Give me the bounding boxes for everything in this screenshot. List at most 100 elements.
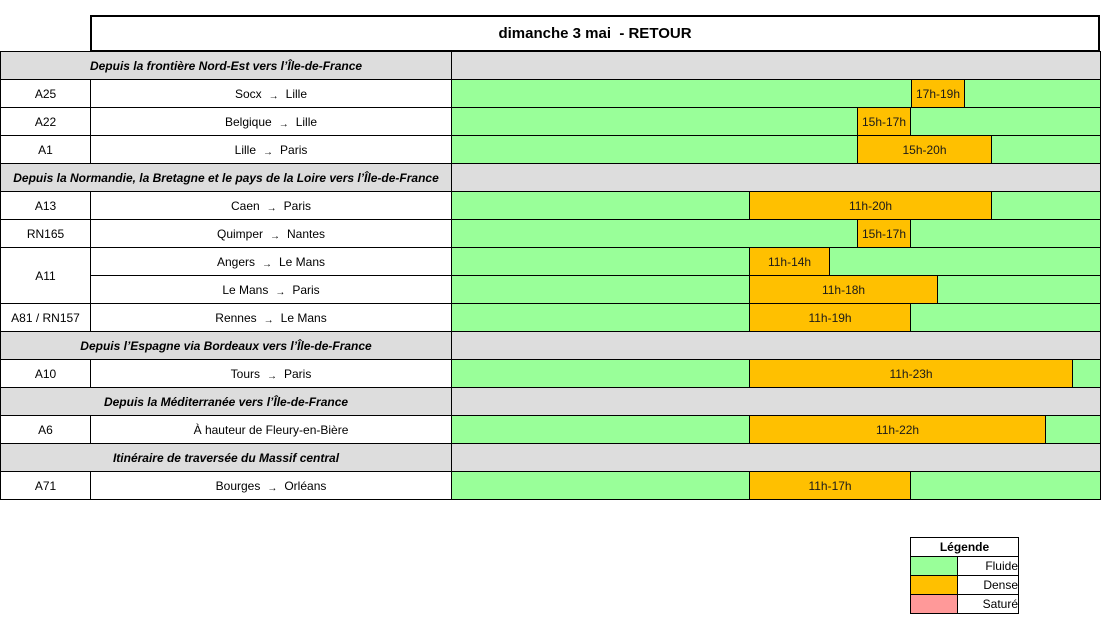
route-row: Le Mans → Paris 11h-18h — [1, 275, 1102, 304]
dense-bar: 15h-17h — [857, 108, 912, 135]
section-header: Depuis la Normandie, la Bretagne et le p… — [0, 163, 453, 192]
route-to: Paris — [283, 198, 312, 213]
route-to: Le Mans — [280, 310, 327, 325]
fluid-track: 15h-17h — [452, 220, 1100, 247]
route-row: A6 À hauteur de Fleury-en-Bière 11h-22h — [0, 415, 1102, 444]
legend: Légende Fluide Dense Saturé — [910, 537, 1019, 614]
fluid-track: 11h-18h — [452, 276, 1100, 303]
route-to: Orléans — [284, 478, 327, 493]
road-cell: A25 — [0, 79, 91, 108]
legend-label-fluide: Fluide — [957, 556, 1019, 576]
section-header: Itinéraire de traversée du Massif centra… — [0, 443, 453, 472]
section-row: Depuis la Méditerranée vers l’Île-de-Fra… — [0, 387, 1102, 416]
timeline-cell: 11h-23h — [451, 359, 1102, 388]
route-cell: Rennes → Le Mans — [89, 303, 453, 332]
route-cell: Angers → Le Mans — [89, 247, 453, 276]
route-from: Bourges — [215, 478, 261, 493]
road-cell: RN165 — [0, 219, 91, 248]
timeline-cell: 15h-17h — [451, 107, 1102, 136]
route-cell: Belgique → Lille — [89, 107, 453, 136]
route-row: A11 Angers → Le Mans 11h-14h — [0, 247, 1102, 304]
route-cell: Bourges → Orléans — [89, 471, 453, 500]
road-cell: A71 — [0, 471, 91, 500]
route-to: Paris — [280, 142, 308, 157]
arrow-right-icon: → — [266, 202, 277, 214]
route-cell: Le Mans → Paris — [89, 275, 453, 304]
section-fill-cell — [451, 387, 1102, 416]
section-header: Depuis la frontière Nord-Est vers l’Île-… — [0, 51, 453, 80]
fluid-track: 11h-14h — [452, 248, 1100, 275]
road-cell: A81 / RN157 — [0, 303, 91, 332]
road-cell: A10 — [0, 359, 91, 388]
route-cell: Tours → Paris — [89, 359, 453, 388]
arrow-right-icon: → — [268, 90, 279, 102]
forecast-table: Depuis la frontière Nord-Est vers l’Île-… — [0, 51, 1102, 500]
fluid-track: 17h-19h — [452, 80, 1100, 107]
section-row: Depuis l’Espagne via Bordeaux vers l’Île… — [0, 331, 1102, 360]
dense-bar: 17h-19h — [911, 80, 966, 107]
arrow-right-icon: → — [262, 258, 272, 270]
legend-swatch-fluide — [910, 556, 958, 576]
route-cell: Lille → Paris — [89, 135, 453, 164]
fluid-track: 11h-22h — [452, 416, 1100, 443]
route-to: Paris — [284, 366, 312, 381]
route-from: Tours — [230, 366, 260, 381]
route-row: A71 Bourges → Orléans 11h-17h — [0, 471, 1102, 500]
arrow-right-icon: → — [263, 314, 274, 326]
section-header: Depuis la Méditerranée vers l’Île-de-Fra… — [0, 387, 453, 416]
timeline-cell: 11h-22h — [451, 415, 1102, 444]
road-cell: A22 — [0, 107, 91, 136]
timeline-cell: 11h-18h — [451, 275, 1102, 304]
route-cell: Caen → Paris — [89, 191, 453, 220]
timeline-cell: 11h-14h — [451, 247, 1102, 276]
fluid-track: 11h-20h — [452, 192, 1100, 219]
arrow-right-icon: → — [267, 482, 278, 494]
road-cell: A1 — [0, 135, 91, 164]
route-cell: Quimper → Nantes — [89, 219, 453, 248]
dense-bar: 15h-17h — [857, 220, 912, 247]
legend-title: Légende — [910, 537, 1019, 557]
route-row: A22 Belgique → Lille 15h-17h — [0, 107, 1102, 136]
fluid-track: 11h-23h — [452, 360, 1100, 387]
timeline-cell: 11h-17h — [451, 471, 1102, 500]
route-to: Lille — [295, 114, 318, 129]
dense-bar: 11h-14h — [749, 248, 831, 275]
page-title: dimanche 3 mai - RETOUR — [90, 15, 1100, 52]
timeline-cell: 11h-20h — [451, 191, 1102, 220]
dense-bar: 11h-19h — [749, 304, 912, 331]
timeline-cell: 15h-20h — [451, 135, 1102, 164]
dense-bar: 11h-18h — [749, 276, 939, 303]
legend-swatch-sature — [910, 594, 958, 614]
route-from: Le Mans — [222, 282, 269, 297]
legend-swatch-dense — [910, 575, 958, 595]
route-to: Le Mans — [279, 254, 326, 269]
fluid-track: 11h-19h — [452, 304, 1100, 331]
arrow-right-icon: → — [267, 370, 277, 382]
route-to: Paris — [292, 282, 320, 297]
section-fill-cell — [451, 331, 1102, 360]
route-row: RN165 Quimper → Nantes 15h-17h — [0, 219, 1102, 248]
legend-label-dense: Dense — [957, 575, 1019, 595]
route-from: Rennes — [215, 310, 257, 325]
dense-bar: 11h-20h — [749, 192, 993, 219]
route-from: Socx — [234, 86, 262, 101]
section-fill-cell — [451, 163, 1102, 192]
timeline-cell: 17h-19h — [451, 79, 1102, 108]
route-row: A1 Lille → Paris 15h-20h — [0, 135, 1102, 164]
road-cell: A11 — [0, 247, 91, 304]
route-row: A10 Tours → Paris 11h-23h — [0, 359, 1102, 388]
route-row: A25 Socx → Lille 17h-19h — [0, 79, 1102, 108]
arrow-right-icon: → — [278, 118, 289, 130]
dense-bar: 11h-17h — [749, 472, 912, 499]
arrow-right-icon: → — [263, 146, 274, 158]
section-fill-cell — [451, 51, 1102, 80]
dense-bar: 15h-20h — [857, 136, 993, 163]
section-row: Depuis la frontière Nord-Est vers l’Île-… — [0, 51, 1102, 80]
route-from: Quimper — [216, 226, 263, 241]
route-from: Caen — [230, 198, 260, 213]
arrow-right-icon: → — [270, 230, 280, 242]
route-to: Nantes — [287, 226, 326, 241]
route-from: Belgique — [224, 114, 272, 129]
road-cell: A13 — [0, 191, 91, 220]
